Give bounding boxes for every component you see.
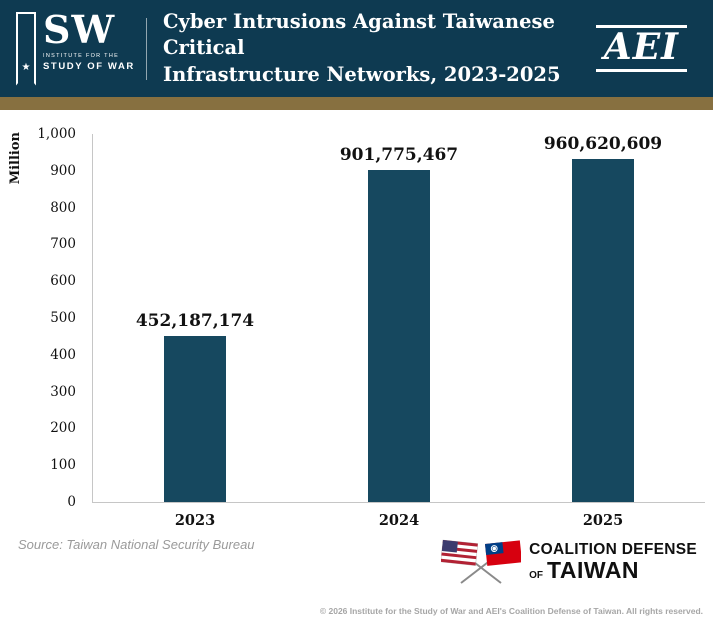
y-tick-400: 400: [50, 346, 76, 363]
bar-2023: [164, 335, 226, 502]
source-note: Source: Taiwan National Security Bureau: [18, 537, 255, 552]
bar-value-label-2024: 901,775,467: [339, 145, 459, 166]
x-tick-2023: 2023: [174, 512, 216, 529]
crossed-flags-icon: [441, 539, 522, 584]
bar-group-2025: 960,620,609: [501, 134, 705, 502]
coalition-line2: OF TAIWAN: [529, 556, 697, 583]
chart-title-line2: Infrastructure Networks, 2023-2025: [163, 62, 561, 86]
coalition-name: TAIWAN: [547, 556, 640, 583]
isw-logo: ★ SW INSTITUTE FOR THE STUDY OF WAR: [16, 6, 136, 86]
aei-logo: AEI: [595, 24, 687, 73]
y-axis-ticks: 1,000 900 800 700 600 500 400 300 200 100 0: [0, 126, 84, 510]
y-axis-line: [92, 134, 93, 503]
isw-letters: SW: [43, 6, 116, 52]
bar-value-label-2025: 960,620,609: [543, 134, 663, 154]
isw-banner-icon: ★: [16, 11, 36, 86]
y-tick-100: 100: [50, 457, 76, 474]
x-tick-2025: 2025: [582, 512, 624, 529]
copyright-line: © 2026 Institute for the Study of War an…: [319, 606, 703, 616]
bar-value-label-2023: 452,187,174: [135, 310, 255, 331]
header-divider: [146, 17, 147, 80]
star-icon: ★: [21, 61, 31, 73]
y-tick-500: 500: [50, 310, 76, 326]
coalition-wordmark: COALITION DEFENSE OF TAIWAN: [529, 541, 697, 582]
y-tick-200: 200: [50, 420, 76, 437]
y-tick-800: 800: [50, 199, 76, 216]
y-tick-0: 0: [67, 494, 76, 510]
isw-subtitle-1: INSTITUTE FOR THE: [43, 52, 120, 59]
bar-chart: Million 1,000 900 800 700 600 500 400 300 200 100…: [0, 110, 713, 535]
coalition-line1: COALITION DEFENSE: [529, 540, 697, 558]
chart-title-line1: Cyber Intrusions Against Taiwanese Criti…: [163, 10, 555, 60]
y-tick-900: 900: [50, 162, 76, 179]
coalition-defense-logo: COALITION DEFENSE OF TAIWAN: [441, 536, 697, 586]
header: ★ SW INSTITUTE FOR THE STUDY OF WAR Cybe…: [0, 0, 713, 97]
isw-wordmark: SW INSTITUTE FOR THE STUDY OF WAR: [43, 6, 135, 72]
chart-title: Cyber Intrusions Against Taiwanese Criti…: [163, 9, 596, 88]
y-tick-300: 300: [50, 383, 76, 400]
y-tick-600: 600: [50, 273, 76, 290]
isw-subtitle-2: STUDY OF WAR: [43, 60, 135, 72]
bar-2024: [368, 170, 430, 502]
x-tick-2024: 2024: [378, 512, 420, 529]
y-tick-700: 700: [50, 236, 76, 253]
bar-2025: [572, 159, 634, 502]
x-axis-line: [92, 502, 705, 503]
bar-group-2023: 452,187,174: [93, 134, 297, 502]
x-axis-labels: 2023 2024 2025: [93, 512, 705, 529]
bar-group-2024: 901,775,467: [297, 134, 501, 502]
y-tick-1,000: 1,000: [37, 126, 76, 142]
accent-stripe: [0, 97, 713, 110]
coalition-of: OF: [529, 569, 544, 581]
plot-area: 452,187,174 901,775,467 960,620,609: [93, 134, 705, 502]
